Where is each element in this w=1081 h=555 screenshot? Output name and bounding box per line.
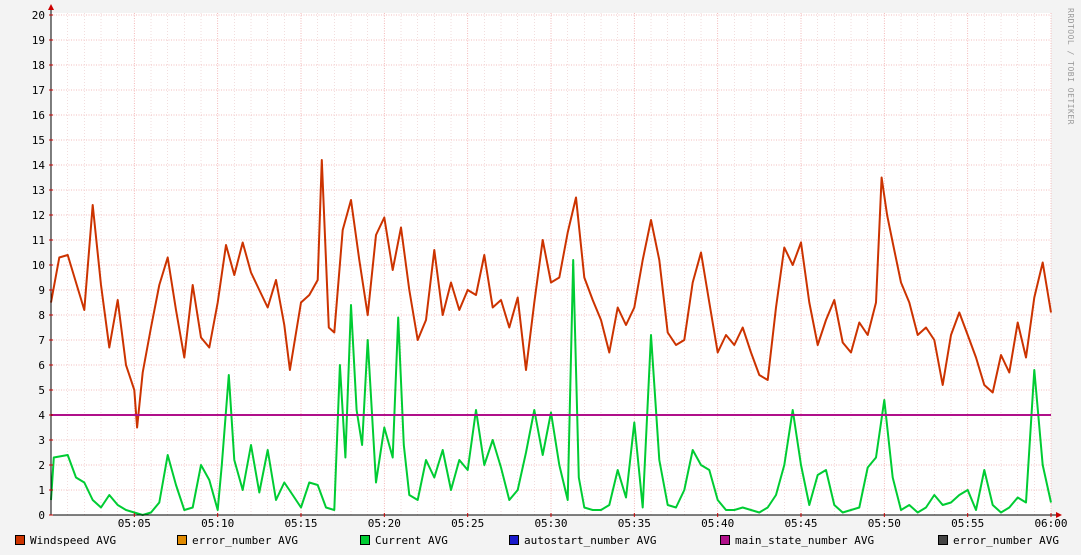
legend-label: Current AVG (375, 533, 448, 547)
x-tick-label: 05:45 (784, 517, 817, 530)
y-tick-label: 4 (38, 409, 45, 422)
y-tick-label: 6 (38, 359, 45, 372)
legend: Windspeed AVG error_number AVG Current AVG… (0, 532, 1081, 550)
legend-item: autostart_number AVG (509, 532, 656, 548)
y-tick-label: 13 (32, 184, 45, 197)
x-tick-label: 05:50 (868, 517, 901, 530)
legend-item: Current AVG (360, 532, 448, 548)
y-tick-label: 15 (32, 134, 45, 147)
y-tick-label: 16 (32, 109, 45, 122)
legend-swatch (360, 535, 370, 545)
series-line-current-avg (50, 259, 1052, 516)
y-tick-label: 2 (38, 459, 45, 472)
y-tick-label: 19 (32, 34, 45, 47)
legend-label: autostart_number AVG (524, 533, 657, 547)
y-tick-label: 1 (38, 484, 45, 497)
x-tick-label: 05:55 (951, 517, 984, 530)
x-tick-label: 06:00 (1034, 517, 1067, 530)
y-tick-label: 0 (38, 509, 45, 522)
legend-item: error_number AVG (177, 532, 298, 548)
legend-label: main_state_number AVG (735, 533, 875, 547)
legend-swatch (509, 535, 519, 545)
y-axis-arrow (48, 4, 54, 10)
rrdtool-watermark: RRDTOOL / TOBI OETIKER (1066, 8, 1075, 125)
axes (48, 4, 1062, 518)
legend-label: error_number AVG (953, 533, 1059, 547)
y-tick-label: 20 (32, 9, 45, 22)
x-tick-label: 05:05 (118, 517, 151, 530)
major-gridlines (51, 13, 1052, 515)
x-tick-label: 05:15 (284, 517, 317, 530)
x-tick-label: 05:10 (201, 517, 234, 530)
y-tick-label: 9 (38, 284, 45, 297)
y-tick-label: 11 (32, 234, 45, 247)
legend-swatch (177, 535, 187, 545)
legend-label: error_number AVG (192, 533, 298, 547)
y-tick-label: 17 (32, 84, 45, 97)
y-tick-label: 7 (38, 334, 45, 347)
y-tick-label: 18 (32, 59, 45, 72)
x-tick-label: 05:30 (534, 517, 567, 530)
x-axis-tick-labels: 05:05 05:10 05:15 05:20 05:25 05:30 05:35 05:40… (118, 517, 1068, 530)
y-tick-label: 12 (32, 209, 45, 222)
legend-swatch (15, 535, 25, 545)
series-layer (50, 159, 1052, 516)
series-line-windspeed-avg (50, 159, 1052, 429)
x-tick-label: 05:25 (451, 517, 484, 530)
y-tick-label: 8 (38, 309, 45, 322)
x-tick-label: 05:35 (618, 517, 651, 530)
y-tick-label: 10 (32, 259, 45, 272)
x-tick-label: 05:20 (368, 517, 401, 530)
y-tick-label: 14 (32, 159, 46, 172)
x-axis-arrow (1056, 512, 1062, 518)
x-tick-label: 05:40 (701, 517, 734, 530)
legend-item: error_number AVG (938, 532, 1059, 548)
legend-label: Windspeed AVG (30, 533, 117, 547)
legend-item: main_state_number AVG (720, 532, 874, 548)
y-tick-label: 5 (38, 384, 45, 397)
legend-swatch (938, 535, 948, 545)
y-tick-label: 3 (38, 434, 45, 447)
legend-swatch (720, 535, 730, 545)
legend-item: Windspeed AVG (15, 532, 116, 548)
